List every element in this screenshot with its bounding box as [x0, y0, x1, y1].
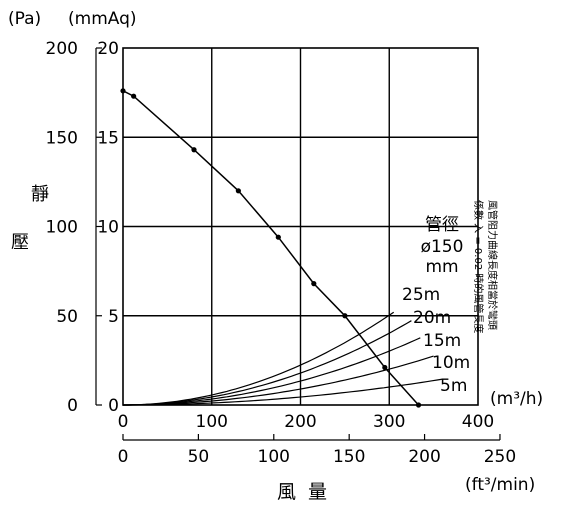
fan-curve-point — [342, 313, 348, 319]
m3h-tick-label: 100 — [196, 412, 228, 432]
fan-curve-point — [191, 147, 197, 153]
y-axis-label-1: 靜 — [31, 184, 49, 205]
fan-curve — [120, 88, 422, 408]
fan-curve-point — [275, 234, 281, 240]
duct-curve-label-10m: 10m — [432, 353, 470, 373]
mmaq-tick-label: 10 — [97, 218, 119, 238]
duct-diameter-label: 管徑 — [425, 215, 459, 235]
cfm-tick-label: 250 — [484, 447, 516, 467]
mmaq-tick-label: 0 — [108, 396, 119, 416]
cfm-tick-label: 50 — [188, 447, 210, 467]
mmaq-tick-label: 20 — [97, 39, 119, 59]
x-axis-label: 風 量 — [277, 481, 327, 503]
pa-tick-label: 100 — [46, 218, 78, 238]
duct-curve-20m — [123, 320, 412, 406]
grid — [95, 47, 501, 441]
duct-curve-15m — [123, 337, 421, 406]
fan-curve-point — [382, 364, 388, 371]
fan-curve-point — [311, 281, 317, 287]
m3h-tick-label: 0 — [118, 412, 129, 432]
fan-curve-point — [235, 188, 241, 194]
m3h-tick-label: 400 — [462, 412, 494, 432]
cfm-tick-label: 200 — [408, 447, 440, 467]
duct-note-line-2: 係數 入 = 0.02 時的風管長度 — [472, 200, 485, 333]
ftmin-unit-label: (ft³/min) — [465, 475, 535, 495]
duct-note: 風管阻力曲線長度相當於彎頭 係數 入 = 0.02 時的風管長度 — [472, 200, 499, 333]
duct-curve-label-25m: 25m — [402, 285, 440, 305]
mmaq-tick-label: 15 — [97, 128, 119, 148]
fan-curve-point — [120, 88, 126, 94]
fan-curve-point — [415, 402, 422, 408]
duct-curve-label-20m: 20m — [413, 308, 451, 328]
duct-note-line-1: 風管阻力曲線長度相當於彎頭 — [486, 200, 499, 330]
mmaq-unit-label: (mmAq) — [68, 9, 137, 29]
m3h-unit-label: (m³/h) — [490, 389, 543, 409]
pa-tick-label: 150 — [46, 128, 78, 148]
fan-curve-point — [131, 93, 137, 99]
duct-curve-label-5m: 5m — [440, 376, 467, 396]
cfm-tick-label: 150 — [333, 447, 365, 467]
pa-unit-label: (Pa) — [8, 9, 41, 29]
duct-curve-5m — [123, 378, 443, 406]
y-axis-label-2: 壓 — [11, 232, 29, 253]
duct-diameter-unit: mm — [425, 257, 458, 277]
cfm-tick-label: 100 — [258, 447, 290, 467]
duct-curve-label-15m: 15m — [423, 331, 461, 351]
cfm-tick-label: 0 — [118, 447, 129, 467]
m3h-tick-label: 300 — [373, 412, 405, 432]
m3h-tick-label: 200 — [284, 412, 316, 432]
duct-curve-10m — [123, 355, 434, 406]
pa-tick-label: 0 — [67, 396, 78, 416]
duct-diameter-value: ø150 — [421, 237, 464, 257]
pa-tick-label: 50 — [56, 307, 78, 327]
pa-tick-label: 200 — [46, 39, 78, 59]
mmaq-tick-label: 5 — [108, 307, 119, 327]
